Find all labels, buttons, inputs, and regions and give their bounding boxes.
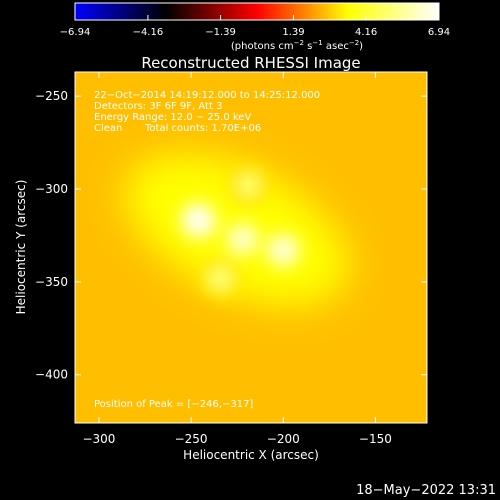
heatmap-sources [176,163,306,301]
colorbar-units: (photons cm−2 s−1 asec−2) [231,39,363,52]
heatmap-image [75,72,427,423]
y-tick-label: −250 [35,89,68,103]
colorbar [74,2,440,21]
x-tick-label: −250 [175,432,208,446]
source-core [272,239,295,262]
x-tick-label: −300 [82,432,115,446]
source-core [237,174,260,197]
colorbar-tick-label: 4.16 [355,27,377,38]
annotation-energy: Energy Range: 12.0 − 25.0 keV [94,112,251,123]
source-core [209,267,232,290]
y-tick-label: −300 [35,182,68,196]
plot-frame [74,71,428,424]
annotation-counts: Total counts: 1.70E+06 [144,123,261,134]
annotation-clean: Clean [94,123,122,134]
x-axis-label: Heliocentric X (arcsec) [183,448,319,462]
colorbar-tick-label: 1.39 [282,27,304,38]
colorbar-tick-label: −6.94 [60,27,91,38]
source-core [187,209,210,232]
chart-title: Reconstructed RHESSI Image [141,54,360,72]
annotation-block: 22−Oct−2014 14:19:12.000 to 14:25:12.000… [94,90,320,410]
y-tick-label: −400 [35,368,68,382]
x-axis: −300 −250 −200 −150 [82,72,392,446]
source-core [231,228,254,251]
plot-timestamp: 18−May−2022 13:31 [356,483,496,498]
x-tick-label: −200 [267,432,300,446]
colorbar-ticks: −6.94 −4.16 −1.39 1.39 4.16 6.94 [60,15,450,38]
y-axis-label: Heliocentric Y (arcsec) [14,180,28,315]
x-tick-label: −150 [359,432,392,446]
annotation-time: 22−Oct−2014 14:19:12.000 to 14:25:12.000 [94,90,320,101]
annotation-peak: Position of Peak = [−246,−317] [94,399,253,410]
annotation-detectors: Detectors: 3F 6F 9F, Att 3 [94,101,222,112]
y-tick-label: −350 [35,275,68,289]
colorbar-tick-label: 6.94 [428,27,450,38]
colorbar-tick-label: −1.39 [205,27,236,38]
colorbar-tick-label: −4.16 [133,27,164,38]
y-axis: −250 −300 −350 −400 [35,89,427,382]
